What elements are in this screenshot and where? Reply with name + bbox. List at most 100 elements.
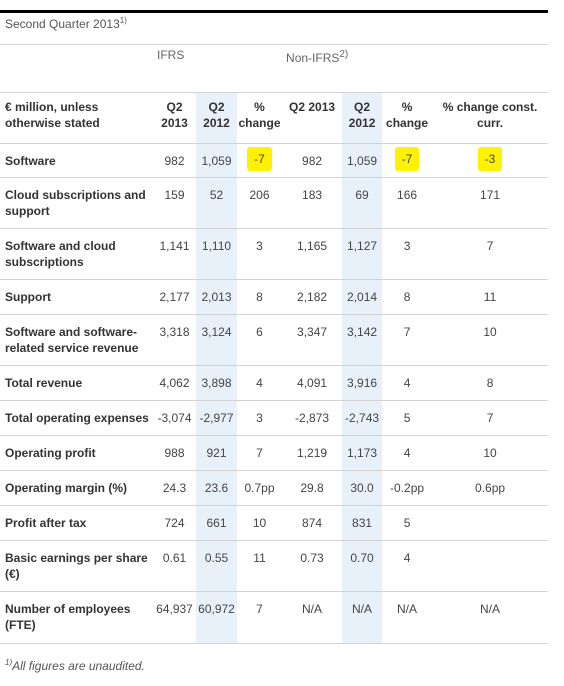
table-row: Total operating expenses -3,074 -2,977 3 -2,…: [0, 400, 549, 436]
cell-value: 3,318: [159, 325, 190, 339]
table-cell: 3,142: [342, 314, 383, 366]
table-cell: 0.73: [282, 540, 343, 592]
cell-value: 7: [403, 325, 411, 339]
table-cell: 0.61: [153, 540, 196, 592]
table-cell: 5: [382, 505, 433, 541]
cell-value: 10: [483, 325, 497, 339]
cell-value: -2,873: [295, 411, 330, 425]
table-cell: 3,124: [196, 314, 237, 366]
cell-value: -3,074: [157, 411, 192, 425]
cell-value: 183: [302, 188, 323, 202]
table-cell: 5: [382, 400, 433, 436]
table-cell: 0.7pp: [237, 470, 283, 506]
title-footnote-mark: 1): [119, 16, 127, 25]
table-cell: N/A: [382, 591, 433, 644]
cell-value: 69: [355, 188, 369, 202]
row-label: Support: [0, 279, 153, 315]
cell-value: 0.73: [300, 551, 324, 565]
row-label: Operating profit: [0, 435, 153, 471]
cell-value: N/A: [397, 602, 418, 616]
table-cell: 988: [153, 435, 196, 471]
column-header: Q2 2012: [342, 92, 383, 144]
cell-value: 4,062: [159, 376, 190, 390]
cell-value: 982: [164, 154, 185, 168]
table-cell: 921: [196, 435, 237, 471]
table-cell: 166: [382, 177, 433, 229]
table-cell: 2,014: [342, 279, 383, 315]
table-cell: 3: [382, 228, 433, 280]
table-cell: 10: [237, 505, 283, 541]
cell-value: 1,127: [347, 239, 378, 253]
table-cell: 29.8: [282, 470, 343, 506]
cell-value: 4,091: [297, 376, 328, 390]
cell-value: 24.3: [162, 481, 187, 495]
column-header: Q2 2013: [153, 92, 196, 144]
cell-value: 5: [403, 516, 411, 530]
table-cell: -7: [237, 143, 283, 178]
table-row: Cloud subscriptions and support 159 52 206 1…: [0, 177, 549, 229]
table-cell: N/A: [282, 591, 343, 644]
table-cell: 8: [382, 279, 433, 315]
cell-value: 0.6pp: [475, 481, 506, 495]
financial-table: IFRS Non-IFRS2) € million, unless otherw…: [0, 44, 549, 644]
cell-value: 11: [253, 551, 266, 565]
cell-value: 7: [486, 411, 494, 425]
cell-value: 4: [403, 446, 411, 460]
column-header: Q2 2012: [196, 92, 237, 144]
table-cell: 3,916: [342, 365, 383, 401]
cell-value: 4: [403, 551, 411, 565]
cell-value: 4: [403, 376, 411, 390]
cell-value: 10: [483, 446, 497, 460]
table-cell: 2,177: [153, 279, 196, 315]
table-cell: 1,141: [153, 228, 196, 280]
table-cell: 874: [282, 505, 343, 541]
cell-value: 4: [256, 376, 263, 390]
cell-value: 64,937: [156, 602, 193, 616]
table-cell: 1,059: [196, 143, 237, 178]
cell-value: 60,972: [198, 602, 235, 616]
cell-value: 29.8: [300, 481, 324, 495]
table-cell: 30.0: [342, 470, 383, 506]
table-cell: -2,743: [342, 400, 383, 436]
table-row: Basic earnings per share (€) 0.61 0.55 11 0.…: [0, 540, 549, 592]
cell-value: 1,059: [347, 154, 378, 168]
cell-value: 2,182: [297, 290, 328, 304]
cell-value: 3,347: [297, 325, 328, 339]
table-cell: 1,127: [342, 228, 383, 280]
row-label: Software and software-related service re…: [0, 314, 153, 366]
cell-value: 0.70: [350, 551, 374, 565]
cell-value: 724: [164, 516, 185, 530]
table-cell: 661: [196, 505, 237, 541]
table-cell: 7: [237, 435, 283, 471]
cell-value: 5: [403, 411, 411, 425]
column-header: % change const. curr.: [432, 92, 549, 144]
table-cell: 7: [432, 228, 549, 280]
table-row: Total revenue 4,062 3,898 4 4,091 3,916 4 8: [0, 365, 549, 401]
group-header-row: IFRS Non-IFRS2): [0, 44, 549, 93]
table-row: Software 982 1,059 -7 982 1,059 -7 -3: [0, 143, 549, 178]
table-row: Support 2,177 2,013 8 2,182 2,014 8 11: [0, 279, 549, 315]
table-cell: 0.70: [342, 540, 383, 592]
row-label: Total operating expenses: [0, 400, 153, 436]
table-cell: 2,013: [196, 279, 237, 315]
table-cell: [432, 540, 549, 592]
highlighted-value: -7: [394, 147, 420, 171]
table-cell: 10: [432, 435, 549, 471]
table-cell: 4,091: [282, 365, 343, 401]
row-label: Basic earnings per share (€): [0, 540, 153, 592]
table-cell: 3: [237, 228, 283, 280]
table-cell: 7: [237, 591, 283, 644]
column-header-row: € million, unless otherwise stated Q2 201…: [0, 92, 549, 144]
table-cell: 982: [282, 143, 343, 178]
footnote-text: All figures are unaudited.: [12, 659, 145, 673]
table-row: Number of employees (FTE) 64,937 60,972 7 N/…: [0, 591, 549, 644]
row-label: Number of employees (FTE): [0, 591, 153, 644]
column-header: % change: [382, 92, 433, 144]
cell-value: N/A: [352, 602, 373, 616]
cell-value: 8: [256, 290, 263, 304]
table-cell: 4: [237, 365, 283, 401]
ifrs-group-label: IFRS: [153, 44, 283, 93]
table-row: Software and cloud subscriptions 1,141 1,1…: [0, 228, 549, 280]
cell-value: -2,977: [199, 411, 234, 425]
cell-value: 30.0: [350, 481, 374, 495]
